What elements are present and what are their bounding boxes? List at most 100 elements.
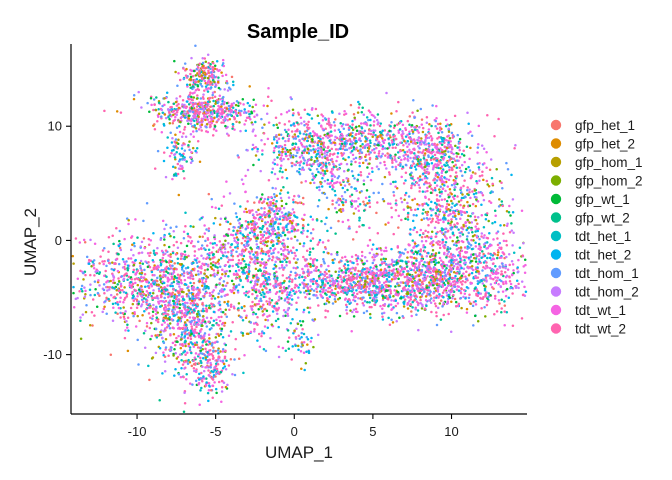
data-point [179,257,183,260]
data-point [255,239,258,243]
data-point [145,303,149,306]
data-point [204,366,207,369]
data-point [259,240,263,244]
data-point [195,325,198,329]
data-point [155,279,159,283]
data-point [184,253,187,257]
data-point [172,109,176,113]
data-point [180,290,184,293]
data-point [266,272,270,275]
data-point [101,260,104,263]
data-point [417,328,420,332]
data-point [218,94,222,98]
data-point [93,280,97,283]
data-point [72,285,75,289]
data-point [176,162,180,166]
data-point [208,291,212,295]
data-point [511,324,515,327]
data-point [181,297,185,301]
data-point [320,220,323,223]
data-point [139,286,142,290]
data-point [209,67,212,71]
data-point [270,228,274,231]
data-point [274,187,277,190]
data-point [287,211,291,214]
data-point [219,276,223,280]
data-point [216,114,219,117]
data-point [353,273,356,276]
data-point [432,299,436,302]
data-point [285,264,288,267]
data-point [203,282,206,286]
data-point [344,303,348,307]
data-point [283,279,286,283]
data-point [192,281,196,285]
data-point [166,136,169,139]
data-point [189,101,192,104]
data-point [167,245,171,249]
data-point [331,280,335,283]
data-point [306,292,309,296]
data-point [368,238,372,242]
data-point [170,141,174,144]
data-point [164,116,168,120]
data-point [289,270,293,274]
data-point [171,136,174,140]
data-point [497,283,500,286]
data-point [278,215,282,219]
data-point [237,307,240,310]
data-point [184,74,188,77]
data-point [259,269,263,273]
data-point [201,324,204,328]
data-point [220,250,223,253]
data-point [266,251,270,255]
data-point [260,117,263,121]
data-point [237,302,241,305]
data-point [119,248,123,252]
data-point [300,335,303,339]
data-point [495,256,499,260]
data-point [287,347,291,350]
data-point [278,297,281,301]
data-point [291,318,294,321]
data-point [165,91,169,95]
data-point [260,299,263,303]
data-point [221,321,225,325]
data-point [370,291,374,294]
data-point [324,289,328,292]
data-point [392,271,395,274]
data-point [196,85,200,88]
data-point [260,206,263,210]
data-point [210,302,213,306]
data-point [194,115,197,119]
data-point [93,293,97,297]
data-point [222,95,225,99]
data-point [268,297,271,300]
data-point [143,309,146,313]
data-point [163,103,166,107]
data-point [347,270,351,273]
data-point [72,262,75,265]
data-point [217,334,221,338]
data-point [233,306,236,310]
data-point [342,264,346,268]
data-point [243,291,246,295]
data-point [243,305,246,308]
data-point [172,280,176,284]
data-point [267,195,270,199]
data-point [175,97,178,100]
data-point [379,258,383,261]
data-point [265,300,268,303]
data-point [261,218,264,221]
data-point [173,275,176,278]
data-point [381,307,384,311]
data-point [172,314,176,318]
data-point [323,270,327,274]
data-point [300,367,303,370]
data-point [127,219,130,222]
data-point [228,308,231,312]
data-point [271,226,275,229]
data-point [145,321,149,325]
data-point [244,220,248,223]
data-point [156,276,159,280]
